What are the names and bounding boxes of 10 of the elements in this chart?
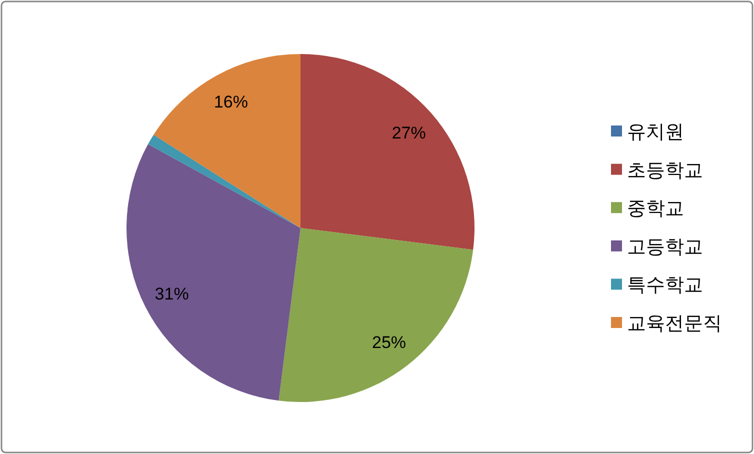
legend-label: 유치원 <box>627 121 684 143</box>
data-label: 16% <box>214 92 248 112</box>
data-label: 27% <box>392 123 426 142</box>
data-label: 25% <box>372 333 406 352</box>
legend-label: 고등학교 <box>627 236 703 258</box>
legend-label: 중학교 <box>627 198 684 220</box>
legend-label: 특수학교 <box>627 274 703 296</box>
legend-label: 교육전문직 <box>627 312 722 334</box>
data-label: 31% <box>154 284 189 304</box>
legend-label: 초등학교 <box>627 159 703 182</box>
